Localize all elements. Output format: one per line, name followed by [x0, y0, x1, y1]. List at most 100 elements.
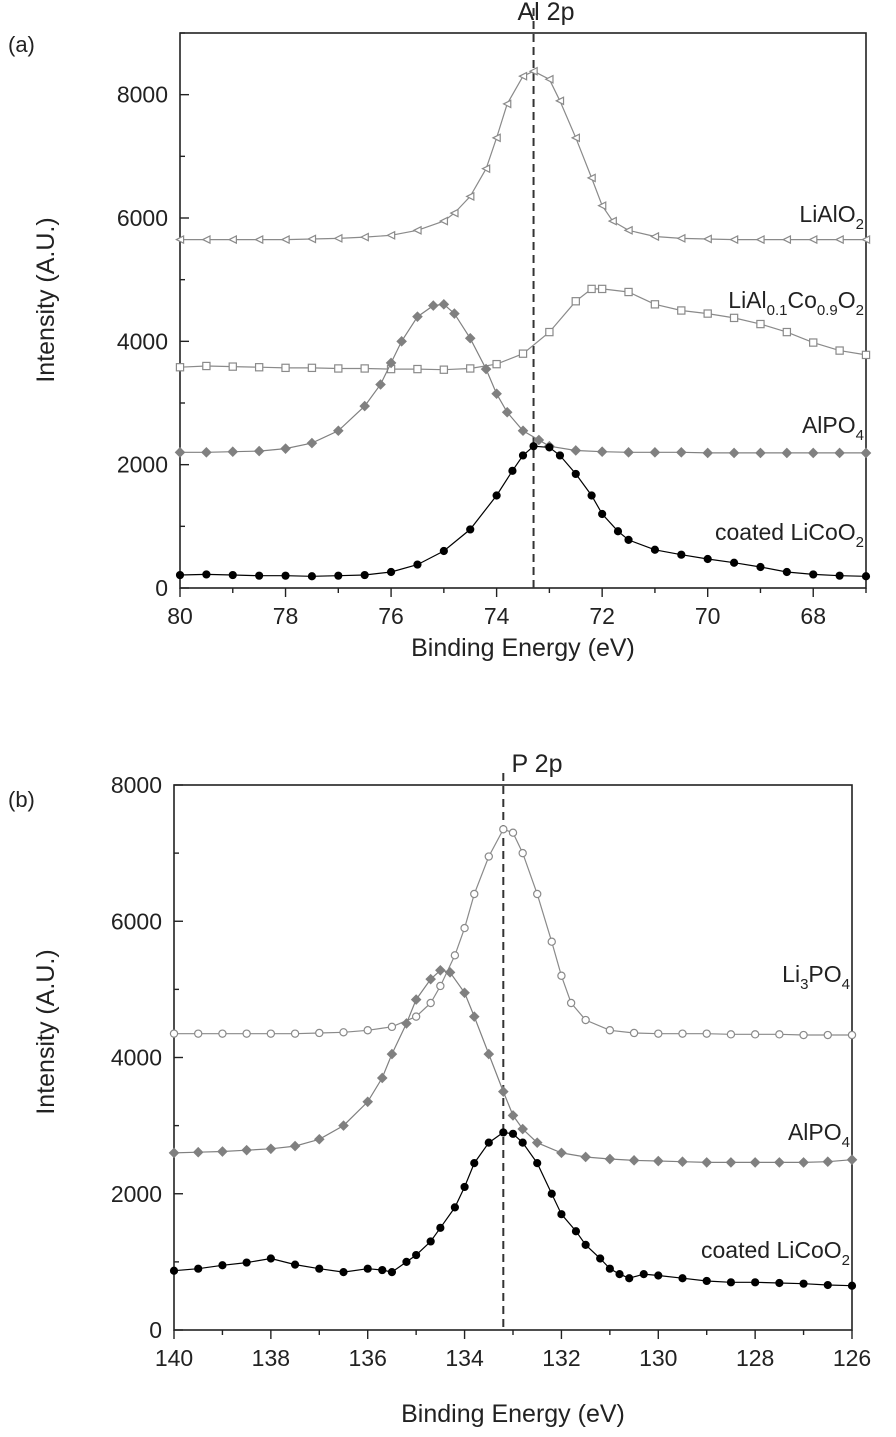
data-point-lial0-1co0-9o2 — [809, 338, 818, 347]
data-point-coated-licoo2 — [228, 570, 237, 580]
data-point-alpo4 — [435, 964, 446, 976]
series-group-a — [174, 66, 872, 581]
data-point-coated-licoo2 — [470, 1158, 479, 1168]
data-point-coated-licoo2 — [218, 1261, 227, 1270]
x-tick-label: 72 — [589, 603, 615, 629]
data-point-lialo2 — [808, 235, 818, 245]
panel-letter-a: (a) — [8, 32, 35, 57]
data-point-lialo2 — [491, 133, 501, 143]
data-point-lialo2 — [729, 235, 739, 245]
data-point-coated-licoo2 — [255, 571, 264, 580]
data-point-lialo2 — [861, 235, 871, 245]
data-point-coated-licoo2 — [571, 1227, 581, 1236]
data-point-coated-licoo2 — [678, 1274, 687, 1283]
data-point-alpo4 — [676, 447, 687, 458]
data-point-lial0-1co0-9o2 — [175, 363, 185, 372]
data-point-coated-licoo2 — [242, 1258, 251, 1267]
data-point-coated-licoo2 — [775, 1278, 784, 1288]
series-lial0-1co0-9o2 — [175, 284, 871, 374]
data-point-coated-licoo2 — [492, 491, 501, 500]
data-point-alpo4 — [507, 1110, 519, 1121]
data-point-li3po4 — [726, 1030, 736, 1039]
data-point-coated-licoo2 — [677, 550, 686, 559]
data-point-alpo4 — [725, 1157, 737, 1168]
data-point-lialo2 — [449, 208, 459, 218]
data-point-alpo4 — [280, 443, 291, 454]
data-point-alpo4 — [338, 1120, 349, 1131]
data-point-lial0-1co0-9o2 — [254, 363, 264, 372]
data-point-coated-licoo2 — [596, 1254, 605, 1263]
data-point-alpo4 — [168, 1147, 180, 1159]
y-tick-label: 2000 — [117, 452, 168, 478]
data-point-coated-licoo2 — [387, 1267, 397, 1277]
data-point-coated-licoo2 — [702, 1276, 711, 1286]
data-point-coated-licoo2 — [615, 1270, 624, 1279]
data-point-li3po4 — [508, 828, 518, 837]
data-point-coated-licoo2 — [315, 1264, 324, 1273]
data-point-coated-licoo2 — [334, 571, 343, 580]
data-point-li3po4 — [387, 1022, 397, 1032]
data-point-lialo2 — [649, 231, 660, 242]
data-point-lialo2 — [333, 233, 343, 243]
data-point-alpo4 — [755, 447, 766, 459]
data-point-li3po4 — [566, 998, 576, 1008]
chart-title-a: Al 2p — [518, 0, 575, 26]
data-point-coated-licoo2 — [426, 1237, 435, 1246]
y-axis-label-b: Intensity (A.U.) — [32, 949, 60, 1114]
data-point-alpo4 — [427, 300, 439, 311]
data-point-lial0-1co0-9o2 — [587, 284, 596, 294]
data-point-coated-licoo2 — [460, 1182, 469, 1192]
data-point-lialo2 — [481, 164, 491, 174]
data-point-li3po4 — [218, 1029, 227, 1038]
data-point-coated-licoo2 — [402, 1257, 411, 1266]
data-point-lial0-1co0-9o2 — [281, 363, 290, 373]
x-axis-b: 140 138 136 134 132 130 128 126 — [155, 1330, 871, 1371]
data-point-lialo2 — [280, 235, 290, 245]
data-point-coated-licoo2 — [545, 443, 554, 452]
data-point-alpo4 — [241, 1144, 252, 1156]
data-point-li3po4 — [605, 1026, 615, 1035]
series-alpo4 — [168, 964, 858, 1168]
data-point-alpo4 — [449, 308, 460, 319]
data-point-li3po4 — [547, 937, 556, 946]
data-point-coated-licoo2 — [605, 1264, 614, 1273]
data-point-alpo4 — [362, 1096, 374, 1108]
data-point-alpo4 — [438, 299, 450, 310]
data-point-li3po4 — [678, 1029, 687, 1038]
data-point-li3po4 — [823, 1030, 832, 1040]
data-point-alpo4 — [517, 1123, 528, 1135]
x-tick-label: 74 — [484, 603, 510, 629]
data-point-coated-licoo2 — [598, 509, 607, 519]
data-point-coated-licoo2 — [581, 1240, 590, 1249]
data-point-lialo2 — [570, 133, 580, 143]
x-tick-label: 70 — [695, 603, 721, 629]
data-point-coated-licoo2 — [756, 562, 765, 572]
data-point-coated-licoo2 — [529, 442, 538, 451]
data-point-coated-licoo2 — [363, 1264, 372, 1273]
series-li3po4 — [169, 825, 857, 1040]
data-point-coated-licoo2 — [499, 1128, 508, 1137]
data-point-lialo2 — [175, 235, 185, 245]
data-point-lial0-1co0-9o2 — [571, 297, 580, 306]
data-point-alpo4 — [652, 1155, 664, 1167]
data-point-alpo4 — [822, 1156, 834, 1168]
data-point-coated-licoo2 — [726, 1278, 736, 1287]
data-point-coated-licoo2 — [613, 527, 623, 536]
data-point-alpo4 — [498, 1086, 509, 1097]
x-axis-a: 80 78 76 74 72 70 68 — [167, 588, 867, 629]
series-coated-licoo2 — [169, 1128, 857, 1290]
data-point-alpo4 — [289, 1140, 301, 1152]
data-point-alpo4 — [702, 447, 713, 459]
data-point-lialo2 — [201, 235, 211, 245]
data-point-li3po4 — [518, 848, 527, 858]
data-point-li3po4 — [460, 923, 469, 933]
data-point-alpo4 — [580, 1151, 591, 1163]
plot-frame-a — [179, 32, 867, 589]
data-point-coated-licoo2 — [450, 1203, 459, 1212]
data-point-coated-licoo2 — [835, 571, 844, 580]
data-point-alpo4 — [604, 1153, 616, 1165]
data-point-alpo4 — [491, 388, 502, 400]
data-point-alpo4 — [556, 1147, 567, 1159]
data-point-coated-licoo2 — [508, 1129, 518, 1138]
data-point-coated-licoo2 — [484, 1138, 493, 1147]
